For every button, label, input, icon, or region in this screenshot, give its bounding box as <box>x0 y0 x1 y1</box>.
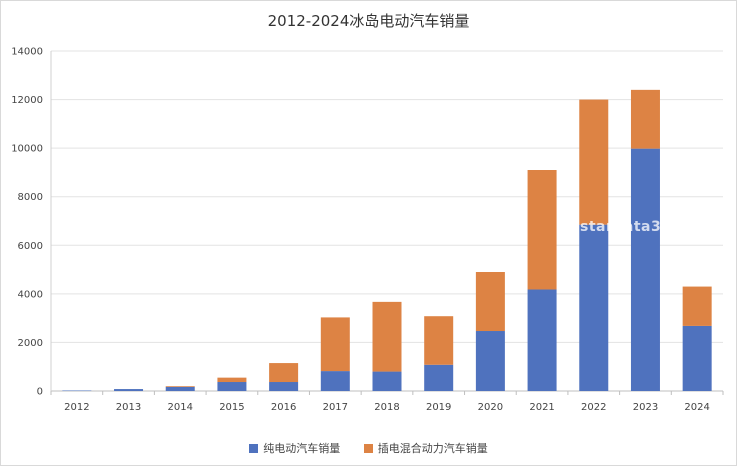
y-tick-label: 0 <box>37 387 43 398</box>
bar-bev <box>114 389 144 391</box>
bar-phev <box>475 272 505 332</box>
legend-item-phev: 插电混合动力汽车销量 <box>363 440 488 456</box>
bar-bev <box>527 289 557 391</box>
x-tick-label: 2017 <box>323 402 348 413</box>
x-tick-label: 2014 <box>168 402 193 413</box>
y-tick-label: 8000 <box>18 192 43 203</box>
x-tick-label: 2023 <box>633 402 658 413</box>
bar-bev <box>269 382 299 391</box>
x-tick-label: 2022 <box>581 402 606 413</box>
bar-phev <box>372 301 402 372</box>
bar-bev <box>372 371 402 391</box>
legend-item-bev: 纯电动汽车销量 <box>249 440 340 456</box>
bar-phev <box>682 286 712 326</box>
legend-label-phev: 插电混合动力汽车销量 <box>377 442 488 455</box>
x-tick-label: 2020 <box>478 402 503 413</box>
x-tick-label: 2019 <box>426 402 451 413</box>
bar-bev <box>424 364 454 391</box>
bar-phev <box>527 170 557 290</box>
bar-bev <box>320 371 350 391</box>
bar-bev <box>630 148 660 391</box>
y-tick-label: 14000 <box>11 47 43 58</box>
bar-phev <box>579 99 609 225</box>
bar-bev <box>579 224 609 391</box>
x-tick-label: 2013 <box>116 402 141 413</box>
y-tick-label: 6000 <box>18 241 43 252</box>
x-tick-label: 2016 <box>271 402 296 413</box>
bar-phev <box>217 377 247 383</box>
legend-label-bev: 纯电动汽车销量 <box>263 442 341 455</box>
bar-bev <box>682 325 712 391</box>
bar-phev <box>320 317 350 372</box>
bar-bev <box>475 331 505 391</box>
y-tick-label: 12000 <box>11 95 43 106</box>
bar-bev <box>165 386 195 391</box>
legend-swatch-bev <box>249 444 259 453</box>
y-tick-label: 2000 <box>18 338 43 349</box>
legend: 纯电动汽车销量 插电混合动力汽车销量 <box>0 440 737 456</box>
bar-phev <box>630 89 660 149</box>
watermark: stardata360.com <box>580 219 722 235</box>
chart-title: 2012-2024冰岛电动汽车销量 <box>267 12 470 30</box>
y-tick-label: 4000 <box>18 289 43 300</box>
x-tick-label: 2015 <box>219 402 244 413</box>
x-tick-label: 2024 <box>684 402 709 413</box>
bar-bev <box>62 390 92 392</box>
x-tick-label: 2021 <box>529 402 554 413</box>
legend-swatch-phev <box>363 444 373 453</box>
bar-phev <box>269 363 299 383</box>
x-tick-label: 2012 <box>64 402 89 413</box>
bar-phev <box>424 316 454 365</box>
x-tick-label: 2018 <box>374 402 399 413</box>
bar-bev <box>217 382 247 391</box>
bar-phev <box>165 386 195 387</box>
y-tick-label: 10000 <box>11 144 43 155</box>
